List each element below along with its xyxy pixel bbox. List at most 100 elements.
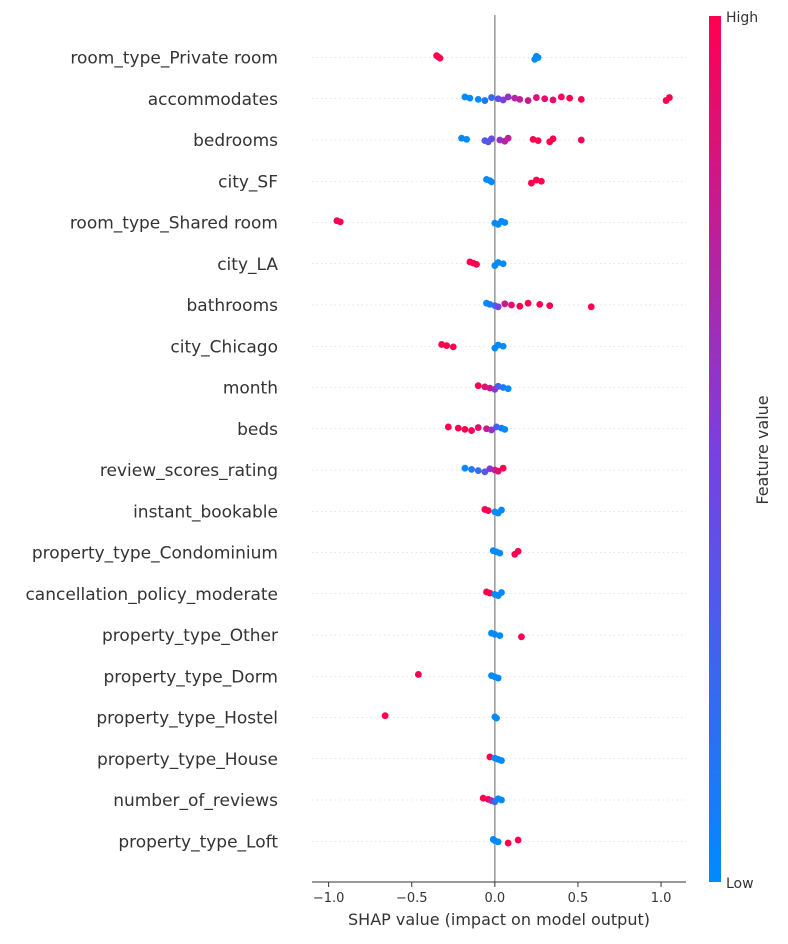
shap-point	[414, 671, 422, 678]
colorbar: High Low Feature value	[709, 10, 772, 892]
shap-point	[587, 303, 595, 311]
shap-point	[381, 712, 389, 720]
x-axis-label: SHAP value (impact on model output)	[348, 910, 650, 929]
shap-point	[466, 94, 474, 102]
feature-labels: room_type_Private room accommodates bedroo…	[25, 49, 278, 853]
shap-point	[514, 547, 522, 555]
shap-point	[444, 423, 452, 431]
shap-point	[498, 506, 505, 514]
shap-point	[498, 589, 505, 596]
shap-point	[514, 836, 522, 844]
shap-point	[488, 135, 495, 143]
shap-point	[474, 95, 482, 103]
feature-label: property_type_Hostel	[96, 709, 278, 729]
shap-point	[536, 301, 544, 308]
shap-point	[501, 300, 509, 308]
shap-point	[577, 136, 585, 144]
shap-point	[537, 177, 545, 185]
shap-point	[499, 464, 507, 472]
shap-point	[474, 424, 482, 431]
shap-point	[488, 178, 495, 186]
shap-point	[504, 134, 512, 142]
feature-label: city_Chicago	[170, 337, 278, 357]
shap-point	[504, 93, 512, 101]
row-gridlines	[312, 57, 686, 842]
feature-label: property_type_House	[97, 750, 278, 770]
shap-point	[533, 94, 540, 101]
shap-point	[494, 303, 502, 311]
shap-point	[534, 137, 542, 145]
feature-label: bedrooms	[193, 131, 278, 151]
feature-label: bathrooms	[187, 296, 279, 316]
shap-point	[541, 95, 549, 103]
shap-point	[498, 796, 505, 804]
shap-point	[473, 260, 480, 268]
colorbar-low-label: Low	[726, 876, 754, 892]
shap-point	[518, 633, 525, 641]
feature-label: city_LA	[217, 255, 278, 275]
shap-point	[494, 467, 502, 475]
shap-point	[508, 301, 515, 309]
feature-label: number_of_reviews	[113, 791, 278, 811]
shap-point	[496, 549, 504, 557]
shap-point	[436, 54, 444, 62]
x-tick-label: −0.5	[396, 891, 428, 906]
shap-point	[577, 95, 585, 103]
x-axis: −1.0 −0.5 0.0 0.5 1.0	[312, 881, 686, 906]
shap-point	[488, 426, 495, 434]
shap-point	[534, 54, 542, 61]
shap-point	[496, 632, 504, 639]
shap-point	[493, 714, 500, 722]
shap-point	[494, 674, 502, 682]
shap-point	[549, 96, 557, 104]
shap-point	[443, 342, 451, 350]
shap-point	[499, 96, 507, 104]
shap-point	[549, 135, 557, 143]
shap-point	[468, 427, 475, 434]
shap-point	[566, 94, 574, 102]
shap-point	[481, 97, 489, 104]
colorbar-high-label: High	[726, 10, 758, 26]
feature-label: property_type_Condominium	[32, 544, 278, 564]
shap-points	[333, 52, 673, 847]
shap-point	[665, 94, 673, 101]
shap-point	[501, 219, 509, 226]
feature-label: month	[223, 379, 278, 399]
shap-point	[504, 385, 512, 393]
feature-label: accommodates	[148, 90, 278, 110]
shap-point	[557, 93, 565, 101]
shap-point	[461, 425, 469, 433]
shap-point	[516, 95, 524, 103]
shap-point	[474, 467, 482, 474]
shap-point	[468, 466, 475, 473]
feature-label: beds	[237, 420, 278, 440]
shap-point	[524, 97, 532, 104]
shap-point	[449, 343, 457, 351]
feature-label: instant_bookable	[133, 502, 278, 522]
colorbar-gradient	[709, 16, 721, 882]
shap-point	[474, 382, 482, 390]
feature-label: property_type_Loft	[118, 832, 278, 852]
feature-label: city_SF	[218, 172, 278, 192]
shap-point	[516, 302, 524, 310]
shap-point	[488, 94, 495, 101]
shap-point	[481, 468, 489, 476]
feature-label: property_type_Dorm	[104, 667, 279, 687]
shap-point	[501, 425, 509, 433]
shap-point	[546, 302, 554, 309]
shap-point	[463, 136, 470, 143]
shap-point	[484, 507, 492, 515]
shap-point	[494, 838, 502, 846]
shap-point	[528, 179, 535, 187]
feature-label: property_type_Other	[102, 626, 278, 646]
shap-point	[454, 424, 462, 432]
x-tick-label: 0.5	[568, 891, 589, 906]
feature-label: cancellation_policy_moderate	[25, 585, 278, 605]
shap-point	[499, 260, 507, 268]
feature-label: room_type_Shared room	[70, 214, 278, 234]
feature-label: room_type_Private room	[70, 49, 278, 69]
shap-point	[499, 342, 507, 350]
x-tick-label: 1.0	[651, 891, 672, 906]
